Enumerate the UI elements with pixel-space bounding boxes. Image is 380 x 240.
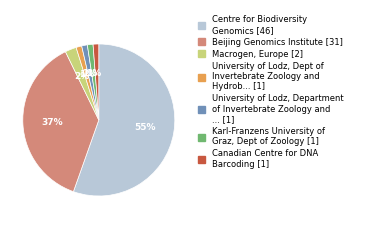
Text: 1%: 1%	[82, 69, 98, 78]
Text: 2%: 2%	[74, 72, 89, 81]
Wedge shape	[82, 45, 99, 120]
Text: 1%: 1%	[79, 70, 94, 79]
Text: 55%: 55%	[135, 124, 156, 132]
Wedge shape	[65, 48, 99, 120]
Text: 37%: 37%	[41, 118, 63, 127]
Wedge shape	[23, 52, 99, 192]
Legend: Centre for Biodiversity
Genomics [46], Beijing Genomics Institute [31], Macrogen: Centre for Biodiversity Genomics [46], B…	[198, 16, 344, 169]
Wedge shape	[76, 46, 99, 120]
Wedge shape	[93, 44, 99, 120]
Wedge shape	[73, 44, 175, 196]
Text: 1%: 1%	[86, 69, 101, 78]
Wedge shape	[87, 44, 99, 120]
